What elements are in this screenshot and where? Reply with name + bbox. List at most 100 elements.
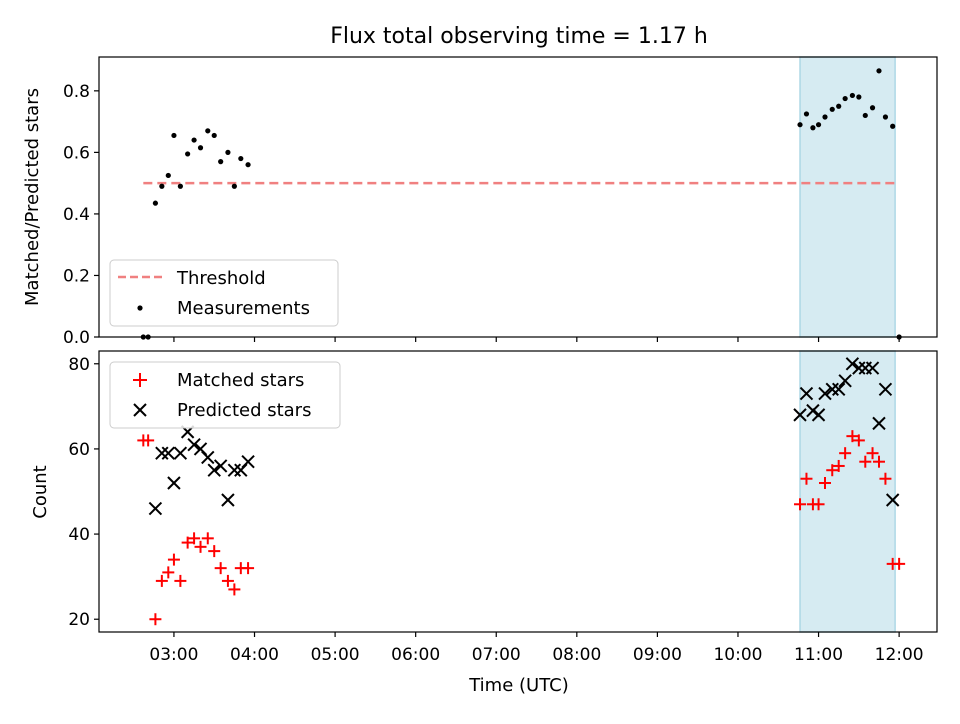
matched-star-point: [201, 532, 214, 545]
x-tick-label: 12:00: [875, 645, 924, 665]
highlight-span: [799, 56, 896, 338]
matched-star-point: [800, 472, 813, 485]
predicted-star-point: [161, 446, 176, 460]
matched-star-point: [142, 434, 155, 447]
counts-y-axis-ticks: 20 40 60 80: [68, 355, 99, 630]
y-tick-label: 0.2: [63, 266, 90, 286]
predicted-legend-label: Predicted stars: [177, 400, 311, 421]
y-tick-label: 20: [68, 610, 90, 630]
measurement-point: [803, 111, 810, 117]
matched-star-point: [859, 455, 872, 468]
predicted-star-point: [885, 493, 900, 507]
matched-legend-label: Matched stars: [177, 370, 304, 391]
predicted-star-point: [793, 408, 807, 422]
predicted-star-point: [825, 382, 839, 397]
x-axis-label: Time (UTC): [468, 675, 569, 696]
predicted-star-point: [227, 463, 242, 477]
matched-star-point: [221, 574, 234, 587]
matched-star-point: [228, 583, 241, 596]
measurement-point: [152, 200, 159, 206]
x-tick-label: 08:00: [552, 645, 601, 665]
measurement-point: [218, 159, 224, 165]
predicted-star-point: [831, 382, 846, 397]
x-tick-label: 06:00: [391, 645, 440, 665]
predicted-star-point: [167, 476, 181, 490]
y-tick-label: 0.4: [63, 205, 90, 225]
matched-star-point: [162, 566, 175, 579]
measurement-point: [842, 95, 848, 102]
matched-star-point: [818, 476, 831, 489]
matched-star-point: [194, 540, 207, 553]
x-tick-label: 07:00: [472, 645, 521, 665]
matched-star-point: [839, 447, 852, 460]
measurements-legend-swatch: [137, 305, 143, 311]
measurement-point: [856, 94, 862, 100]
predicted-star-point: [799, 386, 814, 401]
matched-star-point: [167, 553, 180, 566]
y-tick-label: 40: [68, 525, 90, 545]
threshold-legend-label: Threshold: [176, 268, 266, 289]
predicted-star-point: [241, 454, 255, 469]
predicted-star-point: [838, 374, 852, 388]
predicted-star-point: [207, 463, 221, 477]
measurement-point: [849, 92, 855, 99]
measurement-point: [238, 155, 244, 162]
matched-star-point: [812, 498, 825, 511]
chart-title: Flux total observing time = 1.17 h: [330, 24, 708, 49]
predicted-star-point: [872, 416, 886, 431]
predicted-star-point: [852, 361, 866, 375]
counts-legend: Matched stars Predicted stars: [109, 361, 341, 429]
y-tick-label: 80: [68, 355, 90, 375]
counts-panel-frame: [98, 350, 938, 633]
predicted-star-point: [201, 450, 215, 465]
matched-star-point: [872, 455, 885, 468]
predicted-star-point: [173, 446, 188, 460]
measurement-point: [245, 162, 251, 168]
measurement-point: [231, 183, 237, 189]
matched-legend-swatch: [133, 373, 147, 387]
matched-star-point: [879, 472, 892, 485]
counts-x-axis-ticks: 03:00 04:00 05:00 06:00 07:00 08:00 09:00 10:00…: [149, 632, 924, 665]
ratio-y-axis-label: Matched/Predicted stars: [22, 88, 43, 306]
measurement-point: [165, 172, 171, 179]
matched-star-point: [214, 562, 227, 575]
measurement-point: [810, 125, 816, 131]
measurement-point: [876, 68, 882, 74]
matched-star-point: [181, 536, 194, 549]
predicted-star-point: [148, 501, 163, 516]
ratio-panel: 0.00.20.40.60.8 Matched/Predicted stars …: [22, 56, 938, 348]
predicted-star-point: [845, 357, 860, 371]
measurement-point: [890, 123, 896, 129]
counts-legend-box: [109, 361, 341, 429]
predicted-star-point: [865, 361, 880, 375]
ratio-panel-frame: [98, 56, 938, 338]
measurement-point: [225, 149, 231, 155]
measurement-point: [211, 132, 217, 139]
measurement-point: [185, 151, 191, 157]
matched-star-point: [242, 562, 255, 575]
matched-star-point: [866, 447, 879, 460]
matched-star-point: [832, 459, 845, 472]
predicted-star-point: [221, 493, 235, 507]
ratio-legend-box: [109, 259, 339, 327]
predicted-star-point: [818, 386, 832, 401]
matched-star-point: [155, 574, 168, 587]
measurements-legend-label: Measurements: [177, 298, 310, 319]
x-tick-label: 04:00: [230, 645, 279, 665]
measurement-point: [205, 128, 211, 134]
measurement-point: [159, 183, 165, 189]
measurement-point: [191, 137, 197, 143]
measurement-point: [862, 112, 868, 119]
matched-star-point: [846, 430, 859, 443]
predicted-legend-swatch: [133, 403, 147, 417]
matched-star-point: [893, 557, 906, 570]
measurement-point: [815, 122, 822, 128]
y-tick-label: 0.8: [63, 82, 90, 102]
matched-star-point: [188, 532, 201, 545]
x-tick-label: 03:00: [149, 645, 198, 665]
measurement-point: [829, 106, 835, 112]
matched-star-point: [208, 545, 221, 558]
y-tick-label: 0.6: [63, 143, 90, 163]
measurement-point: [797, 122, 803, 128]
